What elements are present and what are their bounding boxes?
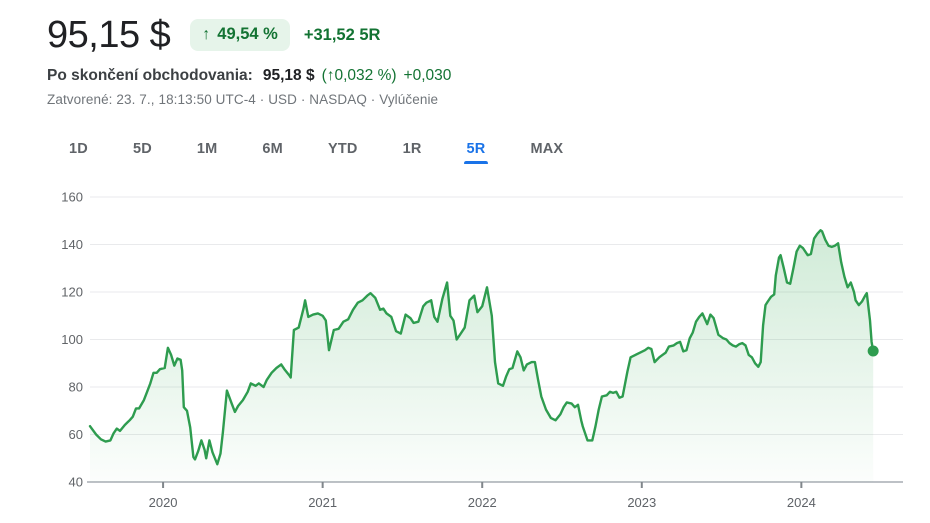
price-row: 95,15 $ ↑ 49,54 % +31,52 5R [47, 16, 451, 54]
change-absolute: +31,52 5R [303, 25, 381, 44]
x-axis-label: 2024 [787, 495, 816, 510]
after-hours-percent: (↑0,032 %) [321, 67, 397, 84]
x-axis-label: 2023 [627, 495, 656, 510]
up-arrow-icon: ↑ [202, 26, 211, 44]
tab-max[interactable]: MAX [510, 130, 583, 168]
y-axis-label: 60 [69, 427, 83, 442]
tab-1d[interactable]: 1D [49, 130, 108, 168]
after-hours-change: +0,030 [403, 67, 452, 84]
tab-6m[interactable]: 6M [242, 130, 303, 168]
y-axis-label: 120 [61, 285, 83, 300]
tab-ytd[interactable]: YTD [308, 130, 378, 168]
y-axis-label: 40 [69, 475, 83, 490]
tab-5d[interactable]: 5D [113, 130, 172, 168]
change-percent-value: 49,54 % [217, 25, 278, 44]
tab-5r[interactable]: 5R [447, 130, 506, 168]
y-axis-label: 80 [69, 380, 83, 395]
time-range-tabs: 1D 5D 1M 6M YTD 1R 5R MAX [49, 130, 583, 168]
x-axis-label: 2021 [308, 495, 337, 510]
y-axis-label: 100 [61, 332, 83, 347]
area-fill [90, 230, 874, 482]
y-axis-label: 140 [61, 237, 83, 252]
tab-1r[interactable]: 1R [383, 130, 442, 168]
tab-1m[interactable]: 1M [177, 130, 238, 168]
x-axis-label: 2020 [149, 495, 178, 510]
after-hours-row: Po skončení obchodovania: 95,18 $ (↑0,03… [47, 67, 451, 85]
quote-header: 95,15 $ ↑ 49,54 % +31,52 5R Po skončení … [47, 16, 451, 107]
x-axis-label: 2022 [468, 495, 497, 510]
current-price: 95,15 $ [47, 14, 171, 56]
y-axis-label: 160 [61, 190, 83, 205]
after-hours-label: Po skončení obchodovania: [47, 67, 253, 84]
change-percent-badge: ↑ 49,54 % [190, 19, 290, 51]
price-line [88, 229, 875, 466]
current-price-dot [867, 345, 879, 357]
market-status-line: Zatvorené: 23. 7., 18:13:50 UTC-4 · USD … [47, 92, 439, 107]
after-hours-price: 95,18 $ [262, 67, 315, 84]
